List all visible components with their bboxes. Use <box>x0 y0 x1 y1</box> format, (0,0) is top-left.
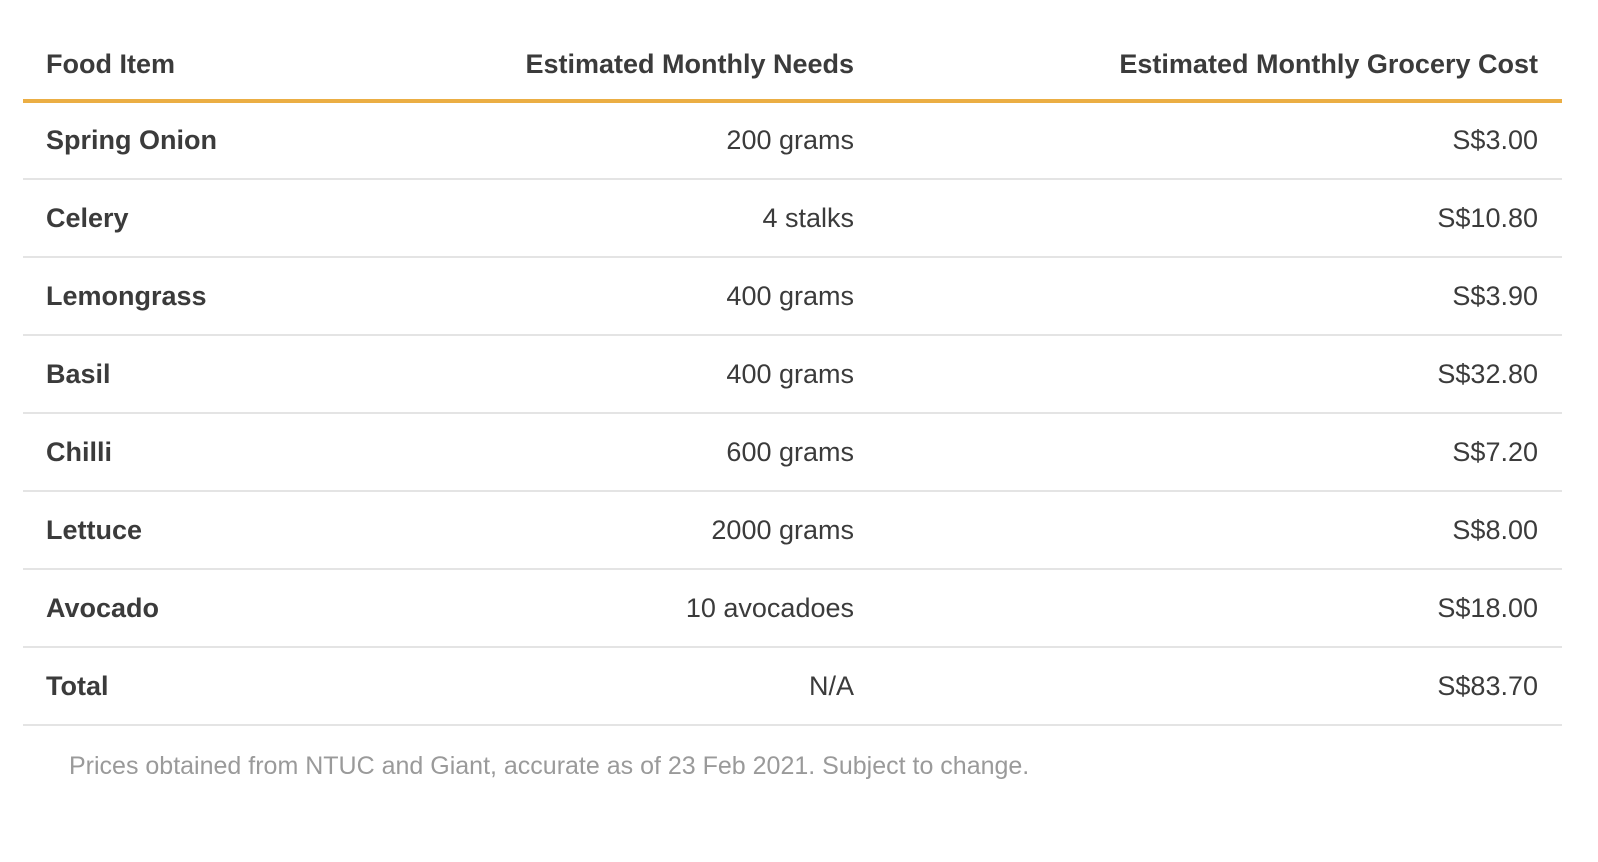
cell-monthly-needs: 400 grams <box>378 257 878 336</box>
cell-food-item: Celery <box>23 179 378 258</box>
table-row: Lettuce 2000 grams S$8.00 <box>23 491 1562 570</box>
table-row: Lemongrass 400 grams S$3.90 <box>23 257 1562 336</box>
cell-grocery-cost: S$83.70 <box>878 647 1562 726</box>
cell-food-item: Total <box>23 647 378 726</box>
source-note: Prices obtained from NTUC and Giant, acc… <box>69 752 1030 780</box>
cell-food-item: Lemongrass <box>23 257 378 336</box>
cell-food-item: Chilli <box>23 413 378 492</box>
table-row: Spring Onion 200 grams S$3.00 <box>23 101 1562 180</box>
table-row: Celery 4 stalks S$10.80 <box>23 179 1562 258</box>
cell-monthly-needs: 2000 grams <box>378 491 878 570</box>
cell-grocery-cost: S$32.80 <box>878 335 1562 414</box>
cell-grocery-cost: S$3.90 <box>878 257 1562 336</box>
column-header-food-item: Food Item <box>23 30 378 103</box>
header-row: Food Item Estimated Monthly Needs Estima… <box>23 30 1562 103</box>
cell-monthly-needs: 200 grams <box>378 101 878 180</box>
cell-food-item: Spring Onion <box>23 101 378 180</box>
grocery-cost-table: Food Item Estimated Monthly Needs Estima… <box>23 30 1562 726</box>
table-row: Basil 400 grams S$32.80 <box>23 335 1562 414</box>
cell-monthly-needs: 4 stalks <box>378 179 878 258</box>
cell-grocery-cost: S$7.20 <box>878 413 1562 492</box>
cell-monthly-needs: 600 grams <box>378 413 878 492</box>
cell-food-item: Lettuce <box>23 491 378 570</box>
cell-grocery-cost: S$10.80 <box>878 179 1562 258</box>
column-header-monthly-needs: Estimated Monthly Needs <box>378 30 878 103</box>
cell-grocery-cost: S$3.00 <box>878 101 1562 180</box>
cell-food-item: Basil <box>23 335 378 414</box>
cell-grocery-cost: S$18.00 <box>878 569 1562 648</box>
table-row-total: Total N/A S$83.70 <box>23 647 1562 726</box>
cell-monthly-needs: N/A <box>378 647 878 726</box>
cell-grocery-cost: S$8.00 <box>878 491 1562 570</box>
cell-food-item: Avocado <box>23 569 378 648</box>
grocery-table-container: Food Item Estimated Monthly Needs Estima… <box>23 30 1562 780</box>
cell-monthly-needs: 400 grams <box>378 335 878 414</box>
table-row: Chilli 600 grams S$7.20 <box>23 413 1562 492</box>
column-header-grocery-cost: Estimated Monthly Grocery Cost <box>878 30 1562 103</box>
cell-monthly-needs: 10 avocadoes <box>378 569 878 648</box>
table-row: Avocado 10 avocadoes S$18.00 <box>23 569 1562 648</box>
